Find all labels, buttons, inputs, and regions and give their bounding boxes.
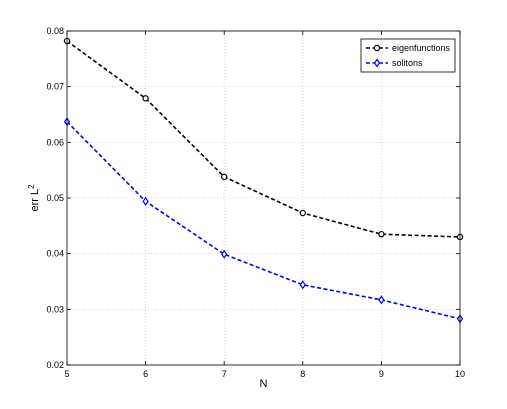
legend-label: solitons: [392, 58, 423, 68]
y-axis-label: err L2: [27, 184, 41, 212]
x-tick-label: 6: [143, 369, 148, 379]
y-tick-label: 0.02: [46, 360, 64, 370]
series-line: [66, 40, 461, 238]
y-tick-label: 0.05: [46, 193, 64, 203]
legend-marker: [373, 44, 381, 52]
legend-entry: solitons: [366, 58, 423, 68]
x-axis-label: N: [260, 378, 268, 390]
legend: eigenfunctions solitons: [360, 38, 456, 73]
legend-entry: eigenfunctions: [366, 43, 451, 53]
legend-marker: [373, 58, 381, 68]
y-tick-label: 0.07: [46, 82, 64, 92]
data-point: [142, 196, 149, 206]
y-tick-label: 0.03: [46, 304, 64, 314]
x-tick-label: 5: [64, 369, 69, 379]
data-point: [221, 249, 228, 259]
y-axis-label-text: err L: [29, 189, 41, 212]
data-point: [299, 209, 306, 217]
x-tick-label: 8: [300, 369, 305, 379]
series-line: [66, 121, 461, 320]
data-point: [299, 280, 306, 290]
x-tick-label: 9: [379, 369, 384, 379]
y-axis-label-superscript: 2: [27, 184, 36, 189]
x-tick-label: 10: [455, 369, 465, 379]
y-tick-label: 0.04: [46, 249, 64, 259]
data-point: [378, 230, 385, 238]
data-point: [142, 95, 149, 102]
x-tick-label: 7: [222, 369, 227, 379]
y-tick-label: 0.06: [46, 137, 64, 147]
data-point: [220, 173, 228, 181]
legend-box: [360, 38, 456, 73]
axis-ticks: 5 6 7 8 9 10 0.02 0.03 0.04 0.05 0.06 0.07 0.08: [46, 26, 465, 379]
data-point: [378, 295, 385, 305]
legend-label: eigenfunctions: [392, 43, 451, 53]
plot-area: [67, 31, 460, 365]
y-tick-label: 0.08: [46, 26, 64, 36]
